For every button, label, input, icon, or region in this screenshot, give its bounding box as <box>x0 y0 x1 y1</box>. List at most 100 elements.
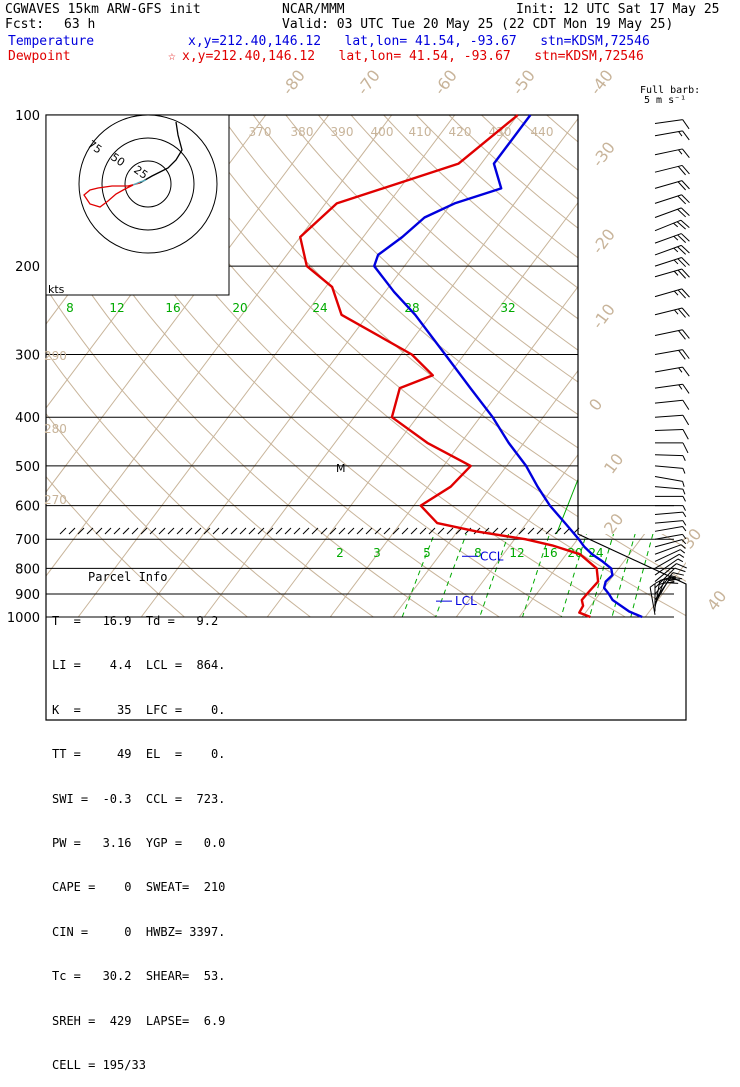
wind-barb <box>655 575 680 609</box>
wind-barb <box>655 232 689 253</box>
dry-adiabat-line <box>579 115 740 617</box>
isobar-hatch <box>420 528 426 534</box>
wind-barb-half <box>682 468 685 473</box>
parcel-row: Tc = 30.2 SHEAR= 53. <box>52 969 225 984</box>
wind-barb <box>655 506 686 511</box>
isotherm-label: 0 <box>585 395 606 415</box>
isobar-hatch <box>411 528 417 534</box>
wind-barb-half <box>679 131 682 136</box>
wind-barb-staff <box>655 487 683 489</box>
wind-barb <box>655 496 686 501</box>
isotherm-line <box>519 115 740 617</box>
mixing-ratio-label: 20 <box>232 301 247 315</box>
wind-barb-half <box>682 481 685 486</box>
mixing-ratio-line <box>603 115 740 617</box>
isobar-hatch <box>105 528 111 534</box>
wind-barb-full <box>682 287 690 298</box>
parcel-row: SREH = 429 LAPSE= 6.9 <box>52 1014 225 1029</box>
wind-barb-staff <box>655 234 681 244</box>
isobar-hatch <box>447 528 453 534</box>
wind-barb-staff <box>655 384 683 388</box>
dry-adiabat-line <box>318 115 740 617</box>
mixing-ratio-line <box>590 115 740 617</box>
isotherm-label: 30 <box>678 525 705 553</box>
dry-adiabat-line <box>514 115 740 617</box>
mixing-ratio-label: 12 <box>509 546 524 560</box>
dry-adiabat-line <box>318 115 740 617</box>
mixing-ratio-label: 8 <box>66 301 74 315</box>
wind-barb-half <box>683 506 686 511</box>
dry-adiabat-line <box>221 115 740 617</box>
isobar-hatch <box>213 528 219 534</box>
wind-barb-half <box>678 149 681 154</box>
wind-barb-full <box>678 330 685 341</box>
wind-barb-full <box>678 289 686 300</box>
wind-barb-full <box>683 366 690 377</box>
isobar-hatch <box>240 528 246 534</box>
theta-label: 420 <box>449 125 472 139</box>
wind-barb-staff <box>650 587 655 615</box>
wind-barb-staff <box>655 415 683 417</box>
mixing-ratio-line <box>561 115 737 617</box>
wind-barb-half <box>674 247 678 253</box>
wind-barb <box>655 256 689 276</box>
parcel-info-panel: Parcel Info T = 16.9 Td = 9.2 LI = 4.4 L… <box>52 540 225 1087</box>
mixing-ratio-label: 12 <box>109 301 124 315</box>
wind-barb-half <box>674 309 678 314</box>
wind-barb <box>655 455 686 461</box>
mixing-ratio-line <box>480 115 675 617</box>
wind-barb-half <box>683 526 686 531</box>
lcl-label: LCL <box>455 594 477 608</box>
wind-barb <box>655 287 689 306</box>
wind-barb-full <box>679 349 686 360</box>
wind-barb <box>655 307 689 325</box>
wind-barb-staff <box>655 120 683 124</box>
isobar-hatch <box>348 528 354 534</box>
isobar-hatch <box>159 528 165 534</box>
wind-barb <box>655 466 686 474</box>
theta-label: 440 <box>531 125 554 139</box>
wind-barb <box>655 179 689 198</box>
wind-barb-staff <box>655 131 683 136</box>
wind-barb-full <box>683 400 689 410</box>
wind-barb-staff <box>655 350 683 355</box>
wind-barb-half <box>650 584 655 587</box>
wind-barb <box>655 268 689 287</box>
theta-label: 410 <box>409 125 432 139</box>
isobar-hatch <box>357 528 363 534</box>
isobar-hatch <box>402 528 408 534</box>
isotherm-label: 20 <box>600 510 627 538</box>
isotherm-label: 40 <box>703 587 730 615</box>
pressure-tick-label: 800 <box>15 562 40 577</box>
wind-barb-half <box>674 271 678 276</box>
parcel-row: K = 35 LFC = 0. <box>52 703 225 718</box>
wind-barb <box>655 549 685 566</box>
wind-barb-half <box>679 384 682 389</box>
wind-barb <box>654 477 685 487</box>
isotherm-label: 10 <box>600 450 627 478</box>
isobar-hatch <box>294 528 300 534</box>
wind-barb-half <box>679 367 682 372</box>
wind-barb-full <box>681 206 689 217</box>
wind-barb-full <box>683 349 690 360</box>
isobar-hatch <box>222 528 228 534</box>
wind-barb-full <box>678 180 686 191</box>
wind-barb-full <box>682 268 690 279</box>
dry-adiabat-line <box>579 115 740 617</box>
isobar-hatch <box>339 528 345 534</box>
wind-barb-half <box>683 520 686 525</box>
mixing-ratio-label: 32 <box>500 301 515 315</box>
isobar-hatch <box>186 528 192 534</box>
mixing-ratio-label: 2 <box>336 546 344 560</box>
dry-adiabat-line <box>221 115 740 617</box>
wind-barb <box>655 400 689 413</box>
pressure-tick-label: 600 <box>15 500 40 515</box>
mixing-ratio-label: 16 <box>542 546 557 560</box>
isobar-hatch <box>177 528 183 534</box>
wind-barb-half <box>674 222 678 228</box>
isobar-hatch <box>303 528 309 534</box>
wind-barb-staff <box>655 367 683 372</box>
wind-barb-full <box>682 256 690 267</box>
theta-label: 270 <box>44 493 67 507</box>
